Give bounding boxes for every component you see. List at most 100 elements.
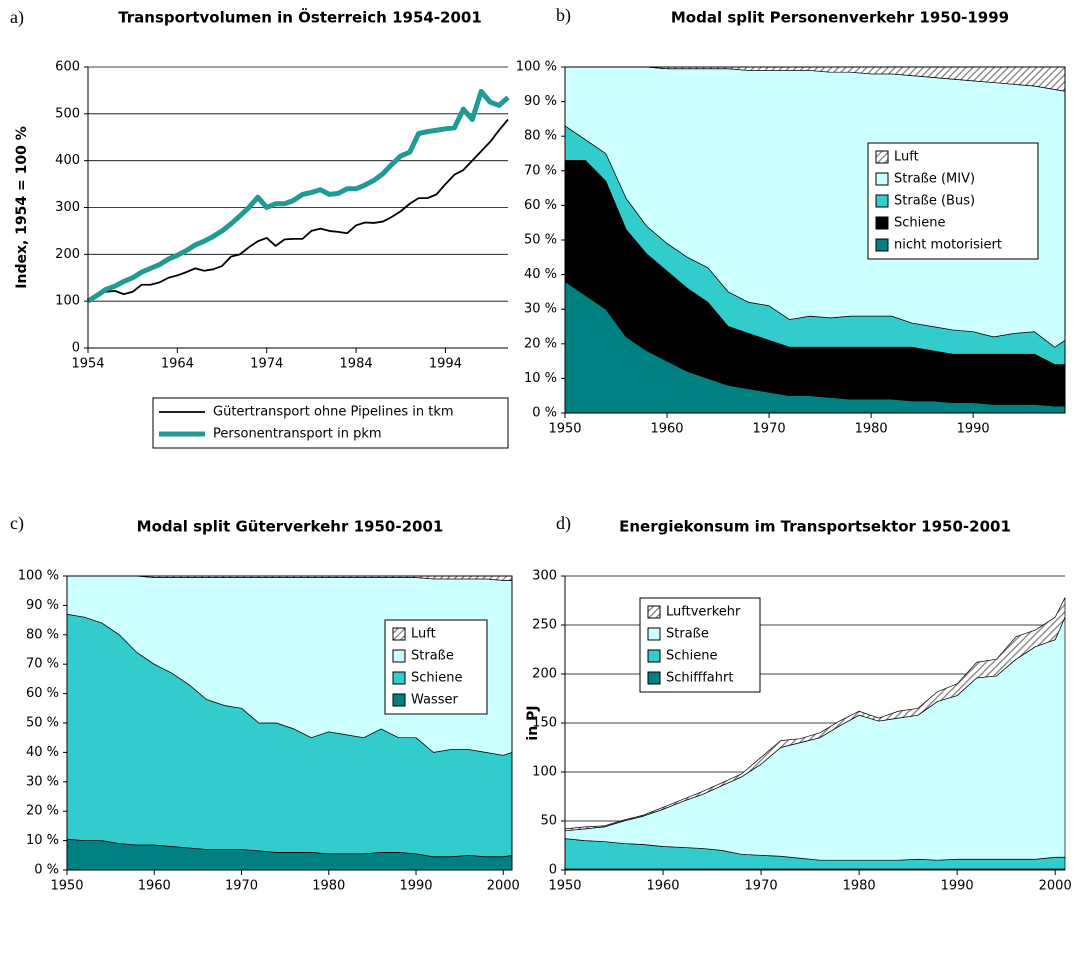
- chart-title: Modal split Personenverkehr 1950-1999: [671, 9, 1009, 27]
- x-tick-label: 1980: [843, 879, 876, 894]
- legend-label: Luft: [894, 150, 919, 165]
- panel-label: c): [10, 513, 24, 534]
- y-tick-label: 60 %: [524, 198, 557, 213]
- chart-title: Transportvolumen in Österreich 1954-2001: [118, 8, 482, 27]
- panel-label: a): [10, 7, 24, 28]
- y-tick-label: 40 %: [26, 745, 59, 760]
- x-tick-label: 2000: [1039, 879, 1072, 894]
- y-tick-label: 80 %: [524, 129, 557, 144]
- legend-label: Schiene: [894, 216, 946, 231]
- legend-label: Gütertransport ohne Pipelines in tkm: [213, 405, 454, 420]
- y-tick-label: 150: [532, 716, 557, 731]
- x-tick-label: 1950: [50, 879, 83, 894]
- y-tick-label: 600: [55, 60, 80, 75]
- y-tick-label: 100: [55, 294, 80, 309]
- chart-title: Modal split Güterverkehr 1950-2001: [137, 518, 444, 536]
- x-tick-label: 1950: [548, 879, 581, 894]
- y-tick-label: 50 %: [524, 233, 557, 248]
- legend-label: Schifffahrt: [666, 671, 733, 686]
- y-axis-title: Index, 1954 = 100 %: [14, 126, 30, 288]
- y-tick-label: 80 %: [26, 627, 59, 642]
- legend-label: Luft: [411, 627, 436, 642]
- x-tick-label: 1964: [161, 357, 194, 372]
- y-tick-label: 10 %: [26, 833, 59, 848]
- legend-label: Straße (Bus): [894, 194, 975, 209]
- legend-label: Luftverkehr: [666, 605, 741, 620]
- y-tick-label: 10 %: [524, 371, 557, 386]
- legend-box: [152, 397, 509, 449]
- x-tick-label: 1980: [312, 879, 345, 894]
- legend-label: Straße: [666, 627, 709, 642]
- legend-swatch: [875, 238, 889, 252]
- y-tick-label: 400: [55, 153, 80, 168]
- panel-label: b): [556, 5, 571, 26]
- y-tick-label: 90 %: [26, 598, 59, 613]
- y-tick-label: 0: [549, 863, 557, 878]
- legend-swatch: [647, 649, 661, 663]
- legend-swatch: [647, 605, 661, 619]
- y-tick-label: 70 %: [26, 657, 59, 672]
- x-tick-label: 1994: [429, 357, 462, 372]
- plot-frame: [564, 66, 1066, 414]
- x-tick-label: 1990: [941, 879, 974, 894]
- y-tick-label: 250: [532, 618, 557, 633]
- legend-swatch: [392, 693, 406, 707]
- y-tick-label: 60 %: [26, 686, 59, 701]
- legend-label: Schiene: [411, 671, 463, 686]
- x-tick-label: 1980: [855, 422, 888, 437]
- x-tick-label: 1990: [957, 422, 990, 437]
- legend-swatch: [875, 150, 889, 164]
- y-tick-label: 70 %: [524, 163, 557, 178]
- y-axis-title: in PJ: [525, 705, 541, 740]
- legend-label: Personentransport in pkm: [213, 427, 382, 442]
- x-tick-label: 2000: [487, 879, 520, 894]
- legend-label: Schiene: [666, 649, 718, 664]
- x-tick-label: 1950: [548, 422, 581, 437]
- y-tick-label: 90 %: [524, 94, 557, 109]
- y-tick-label: 0: [72, 341, 80, 356]
- y-tick-label: 20 %: [26, 804, 59, 819]
- x-tick-label: 1960: [646, 879, 679, 894]
- legend-swatch: [875, 216, 889, 230]
- y-tick-label: 100 %: [18, 569, 59, 584]
- x-tick-label: 1974: [250, 357, 283, 372]
- x-tick-label: 1960: [138, 879, 171, 894]
- data-line: [87, 118, 509, 302]
- legend-swatch: [875, 194, 889, 208]
- data-line: [86, 88, 510, 304]
- panel-label: d): [556, 513, 571, 534]
- y-tick-label: 300: [55, 200, 80, 215]
- data-area: [564, 597, 1066, 832]
- y-tick-label: 100 %: [516, 60, 557, 75]
- legend-swatch: [392, 627, 406, 641]
- legend-swatch: [647, 627, 661, 641]
- chart-title: Energiekonsum im Transportsektor 1950-20…: [619, 518, 1011, 536]
- y-tick-label: 30 %: [26, 774, 59, 789]
- y-tick-label: 50: [540, 814, 557, 829]
- y-tick-label: 40 %: [524, 267, 557, 282]
- y-tick-label: 0 %: [34, 863, 59, 878]
- y-tick-label: 500: [55, 106, 80, 121]
- legend-label: Straße (MIV): [894, 172, 975, 187]
- y-tick-label: 100: [532, 765, 557, 780]
- x-tick-label: 1990: [399, 879, 432, 894]
- x-tick-label: 1970: [225, 879, 258, 894]
- y-tick-label: 30 %: [524, 302, 557, 317]
- legend-label: Wasser: [411, 693, 459, 708]
- legend-label: Straße: [411, 649, 454, 664]
- y-tick-label: 200: [55, 247, 80, 262]
- legend-swatch: [392, 671, 406, 685]
- legend-swatch: [647, 671, 661, 685]
- x-tick-label: 1970: [745, 879, 778, 894]
- x-tick-label: 1960: [650, 422, 683, 437]
- legend-swatch: [392, 649, 406, 663]
- y-tick-label: 0 %: [532, 406, 557, 421]
- y-tick-label: 200: [532, 667, 557, 682]
- legend-box: [867, 142, 1039, 260]
- x-tick-label: 1954: [71, 357, 104, 372]
- y-tick-label: 50 %: [26, 716, 59, 731]
- y-tick-label: 300: [532, 569, 557, 584]
- legend-label: nicht motorisiert: [894, 238, 1002, 253]
